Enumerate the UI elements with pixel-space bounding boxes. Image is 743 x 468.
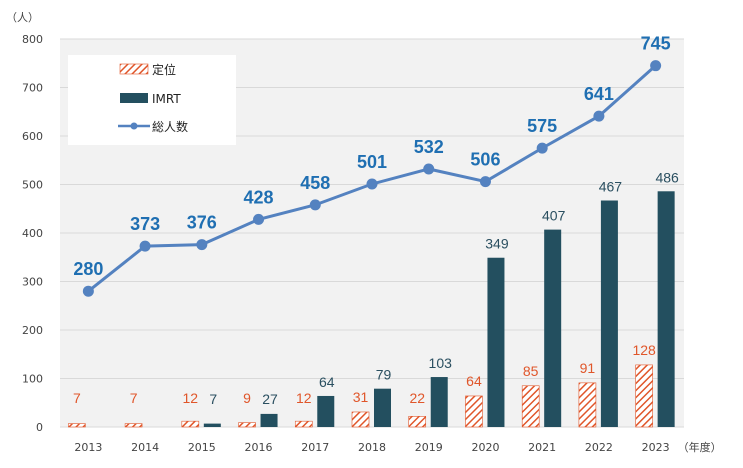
data-label-total: 506 [470,150,500,170]
x-tick-label: 2014 [131,441,159,454]
data-label-teiI: 9 [243,390,251,406]
legend-swatch-imrt [120,93,148,103]
data-label-teiI: 12 [183,390,199,406]
data-labels: 7 7 12 7 9 27 12643179221036434985407914671284… [73,34,679,407]
data-label-teiI: 64 [466,373,482,389]
x-tick-label: 2021 [528,441,556,454]
total-point [593,110,605,122]
x-tick-label: 2022 [585,441,613,454]
bar-imrt [600,200,618,427]
data-label-teiI: 22 [409,390,425,406]
data-label-total: 501 [357,152,387,172]
y-axis-unit-label: （人） [6,11,39,24]
total-point [536,142,548,154]
bar-imrt [657,191,675,427]
bar-imrt [260,413,278,427]
x-tick-label: 2013 [74,441,102,454]
x-tick-label: 2016 [245,441,273,454]
bar-imrt [487,257,505,427]
data-label-total: 641 [584,84,614,104]
data-label-teiI: 7 [130,390,138,406]
y-tick-label: 300 [22,276,43,289]
legend-box [68,55,236,145]
legend: 定位 IMRT 総人数 [68,55,236,145]
y-tick-label: 600 [22,130,43,143]
x-tick-label: 2020 [471,441,499,454]
legend-label-teiI: 定位 [152,62,176,77]
data-label-imrt: 64 [319,374,335,390]
data-label-teiI: 85 [523,363,539,379]
legend-label-total: 総人数 [152,119,188,134]
bar-teiI [408,416,427,428]
y-tick-label: 200 [22,324,43,337]
bar-imrt [430,377,448,427]
x-tick-label: 2015 [188,441,216,454]
total-point [82,285,94,297]
data-label-imrt: 79 [376,367,392,383]
x-tick-label: 2018 [358,441,386,454]
total-point [423,163,435,175]
axes: 0 100 200 300 400 500 600 700 800 （人） 2013 2014 2015… [6,11,722,454]
bar-teiI [351,411,370,428]
bar-teiI [635,364,653,428]
data-label-total: 373 [130,214,160,234]
data-label-total: 458 [300,173,330,193]
data-label-teiI: 31 [353,389,369,405]
bar-teiI [578,382,597,428]
data-label-imrt: 27 [262,391,278,407]
x-tick-label: 2019 [415,441,443,454]
bar-teiI [124,423,143,428]
data-label-total: 376 [187,213,217,233]
total-point [479,176,491,188]
data-label-imrt: 407 [542,208,566,224]
legend-swatch-teiI [119,63,149,75]
data-label-total: 575 [527,116,557,136]
data-label-total: 428 [244,187,274,207]
total-point [650,60,662,72]
data-label-teiI: 7 [73,390,81,406]
bar-teiI [465,395,483,428]
bar-imrt [544,229,562,427]
x-axis-unit-label: （年度） [678,440,722,454]
bar-teiI [521,385,540,428]
bar-teiI [68,423,86,428]
data-label-teiI: 12 [296,390,312,406]
data-label-teiI: 91 [580,360,596,376]
total-point [309,199,321,211]
bar-teiI [181,420,200,428]
data-label-imrt: 467 [599,179,623,195]
data-label-imrt: 103 [429,355,453,371]
bar-imrt [203,423,221,427]
bar-imrt [317,395,335,427]
x-tick-label: 2023 [642,441,670,454]
data-label-imrt: 486 [655,169,679,185]
bar-imrt [374,388,391,427]
y-tick-label: 400 [22,227,43,240]
data-label-total: 532 [414,137,444,157]
data-label-teiI: 128 [632,342,656,358]
legend-label-imrt: IMRT [152,92,181,106]
y-tick-label: 500 [22,179,43,192]
bar-teiI [238,422,256,428]
data-label-imrt: 349 [485,236,509,252]
total-line [82,60,662,297]
bars [68,191,675,428]
y-tick-label: 0 [36,421,43,434]
x-tick-label: 2017 [301,441,329,454]
total-point [139,240,151,252]
data-label-total: 745 [641,34,671,54]
y-tick-label: 100 [22,373,43,386]
total-point [366,178,378,190]
y-tick-label: 700 [22,82,43,95]
data-label-imrt: 7 [209,391,217,407]
total-point [196,239,208,251]
legend-swatch-total-marker [130,122,138,130]
y-tick-label: 800 [22,33,43,46]
data-label-total: 280 [73,259,103,279]
total-point [253,213,265,225]
bar-teiI [294,420,313,428]
